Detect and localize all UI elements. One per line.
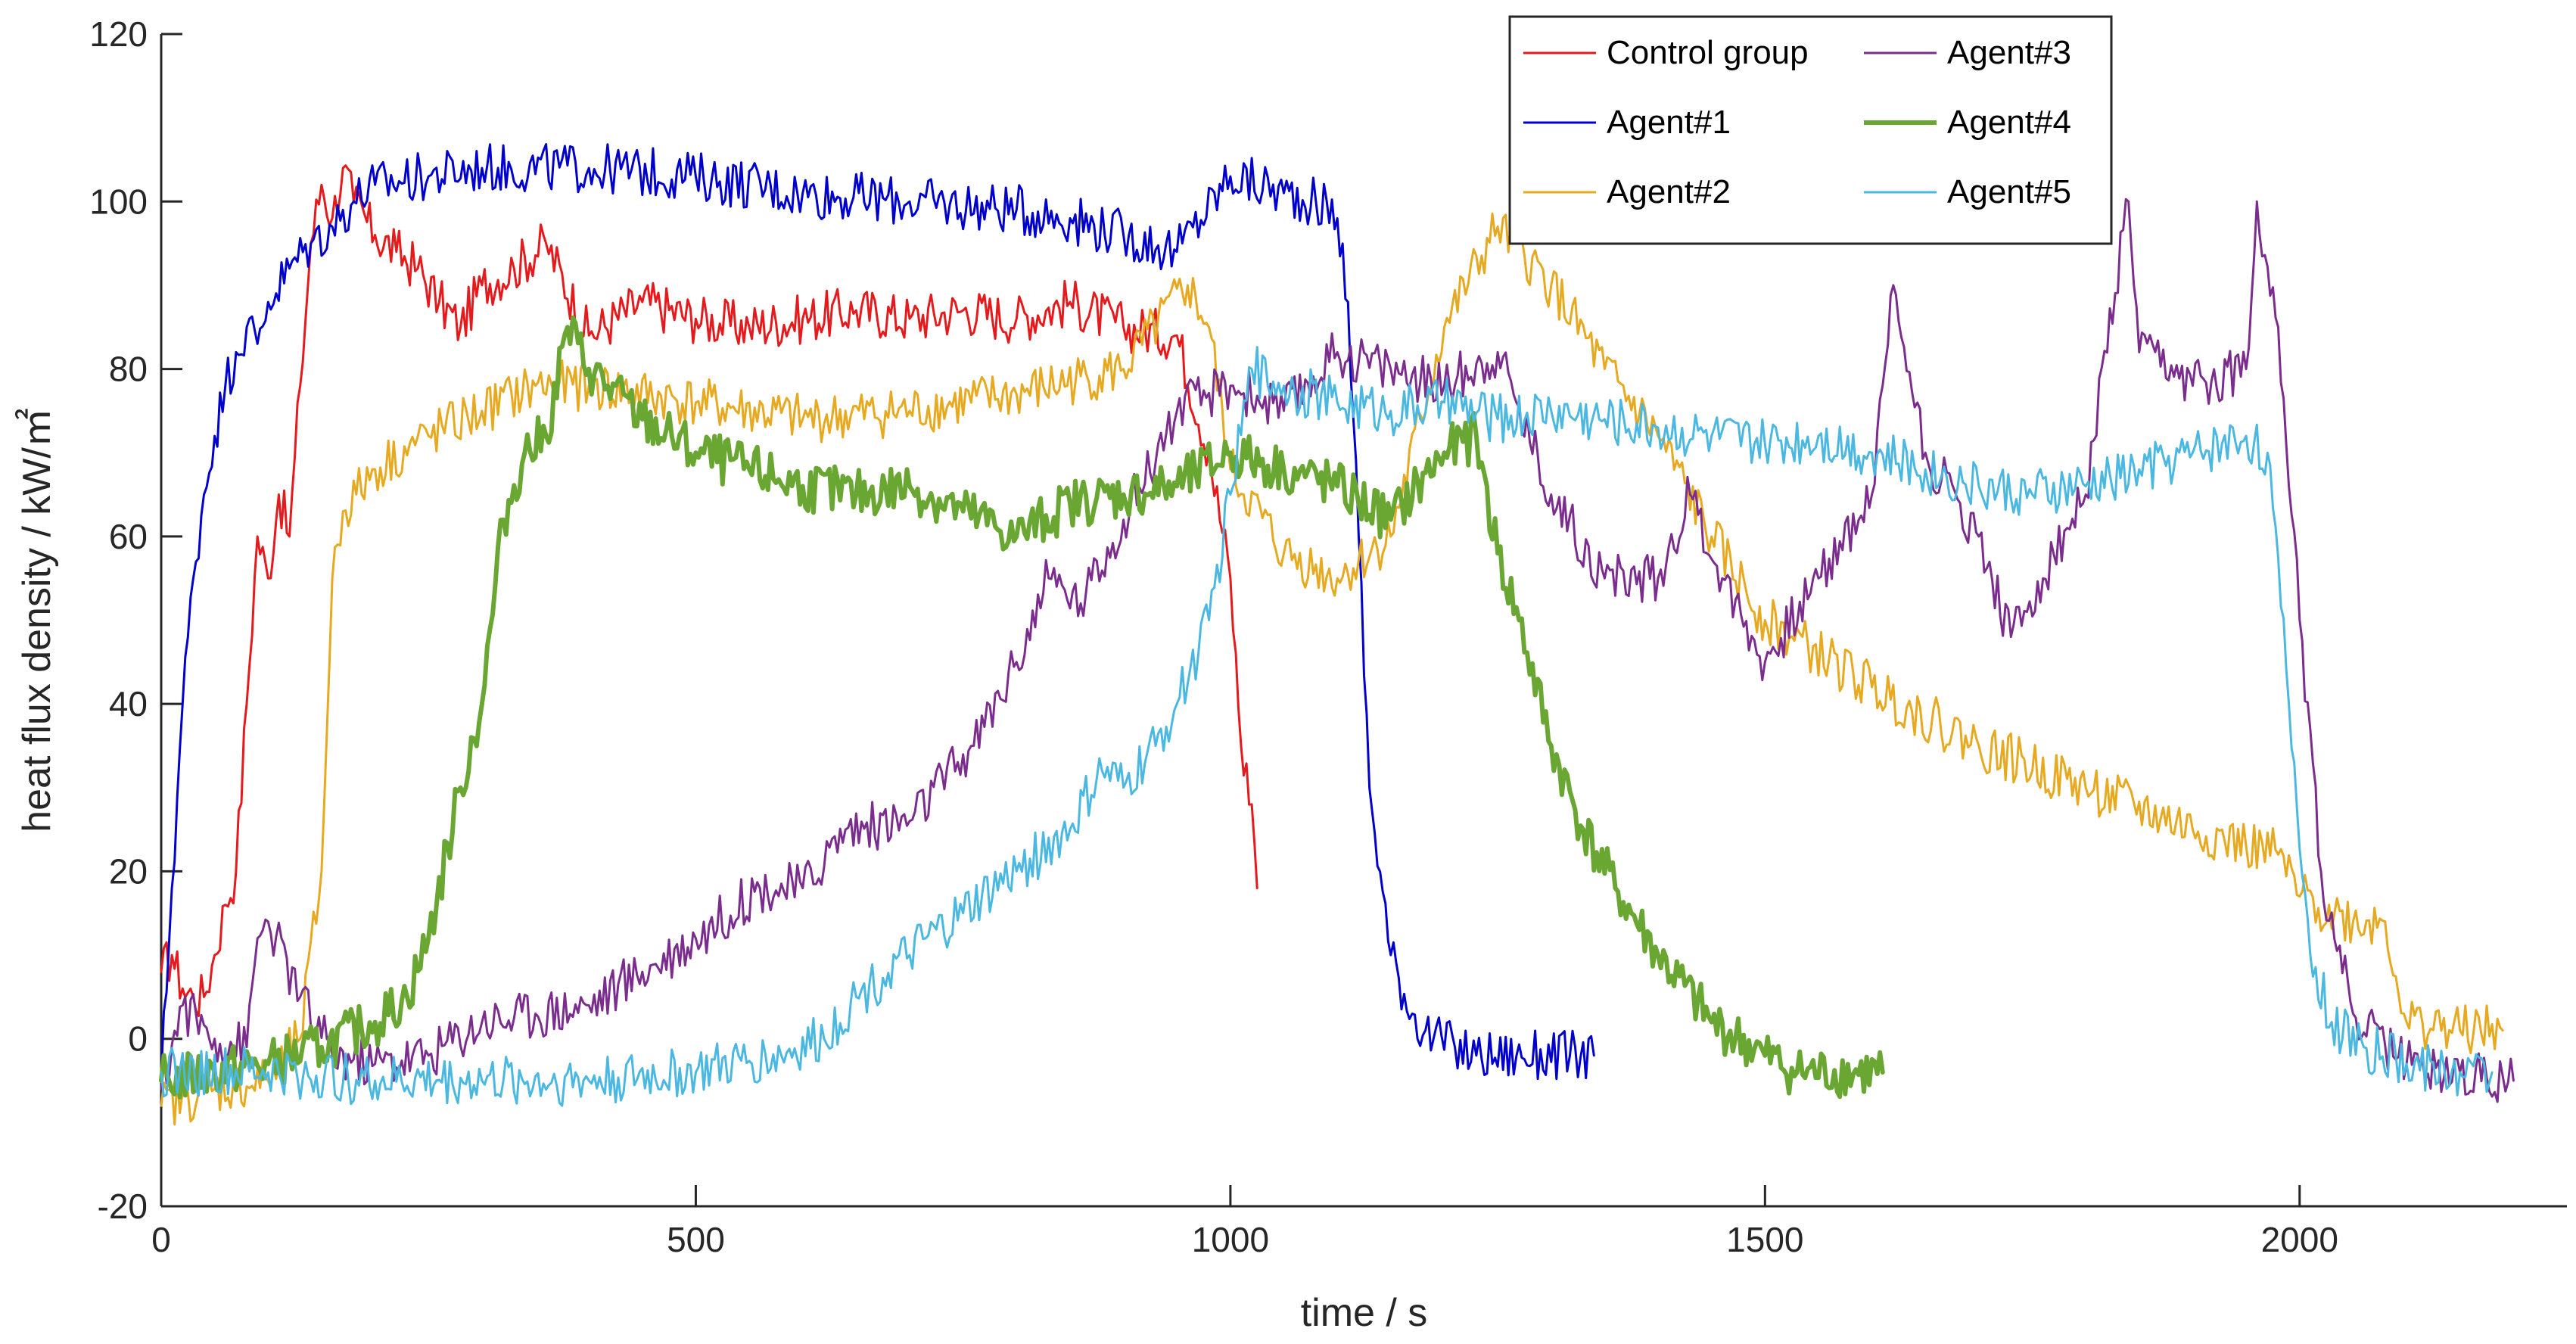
x-tick-label: 1500 [1726, 1220, 1803, 1259]
legend-label: Agent#3 [1947, 34, 2071, 71]
x-tick-label: 0 [151, 1220, 171, 1259]
y-tick-label: 80 [109, 350, 148, 389]
y-axis-title: heat flux density / kW/㎡ [14, 408, 59, 832]
series-line-agent-1 [160, 143, 1595, 1082]
legend: Control group Agent#1 Agent#2 Agent#3 Agent#… [1508, 15, 2113, 245]
x-tick-label: 1000 [1192, 1220, 1269, 1259]
series-line-agent-5 [160, 346, 2494, 1107]
y-tick-label: 100 [89, 182, 148, 221]
series-line-control-group [160, 164, 1258, 1018]
series-line-agent-2 [160, 212, 2504, 1126]
legend-label: Agent#5 [1947, 173, 2071, 210]
y-tick-label: 120 [89, 14, 148, 54]
legend-label: Agent#4 [1947, 104, 2071, 141]
series-line-agent-3 [160, 198, 2515, 1103]
x-tick-label: 500 [667, 1220, 725, 1259]
y-axis-ticks: -20 0 20 40 60 80 100 120 [89, 14, 182, 1226]
legend-label: Agent#1 [1607, 104, 1731, 141]
legend-box [1508, 15, 2113, 245]
y-tick-label: 40 [109, 684, 148, 723]
legend-label: Control group [1607, 34, 1809, 71]
series-line-agent-4 [159, 315, 1885, 1100]
axes [160, 34, 2567, 1208]
y-tick-label: -20 [98, 1187, 148, 1226]
legend-label: Agent#2 [1607, 173, 1731, 210]
y-tick-label: 0 [128, 1019, 148, 1059]
x-tick-label: 2000 [2261, 1220, 2338, 1259]
x-axis-ticks: 0 500 1000 1500 2000 [151, 1185, 2338, 1259]
y-tick-label: 20 [109, 851, 148, 891]
x-axis-title: time / s [1301, 1291, 1428, 1335]
series-layer [159, 143, 2515, 1126]
y-tick-label: 60 [109, 517, 148, 556]
